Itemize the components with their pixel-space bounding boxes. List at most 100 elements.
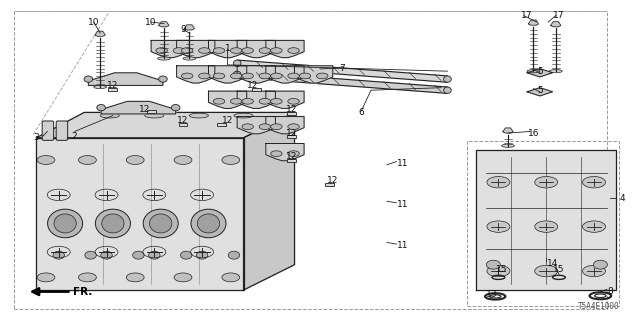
Bar xyxy=(252,88,260,91)
Text: 12: 12 xyxy=(285,129,297,138)
Ellipse shape xyxy=(85,251,97,259)
Text: 2: 2 xyxy=(72,132,77,141)
Circle shape xyxy=(582,221,605,232)
Polygon shape xyxy=(503,128,513,133)
Polygon shape xyxy=(476,150,616,290)
Text: 12: 12 xyxy=(285,152,297,161)
Circle shape xyxy=(259,124,271,130)
Ellipse shape xyxy=(97,105,106,111)
Circle shape xyxy=(582,265,605,277)
Text: T5A4E1000: T5A4E1000 xyxy=(578,302,620,311)
Circle shape xyxy=(126,273,144,282)
Polygon shape xyxy=(237,71,447,93)
Circle shape xyxy=(259,73,271,79)
Text: 1: 1 xyxy=(225,44,230,53)
Ellipse shape xyxy=(183,57,196,60)
Circle shape xyxy=(242,48,253,53)
Text: 8: 8 xyxy=(607,287,613,296)
Ellipse shape xyxy=(159,76,167,82)
Circle shape xyxy=(535,221,557,232)
Circle shape xyxy=(156,48,168,53)
Polygon shape xyxy=(237,40,275,58)
Circle shape xyxy=(300,73,311,79)
Text: 15: 15 xyxy=(496,265,508,274)
Ellipse shape xyxy=(180,251,192,259)
Circle shape xyxy=(288,99,300,104)
Circle shape xyxy=(487,177,510,188)
Text: 10: 10 xyxy=(145,18,157,27)
Ellipse shape xyxy=(196,251,208,259)
Circle shape xyxy=(79,156,97,164)
Text: 15: 15 xyxy=(553,265,564,274)
Circle shape xyxy=(271,151,282,156)
Ellipse shape xyxy=(157,57,170,60)
Text: 12: 12 xyxy=(108,81,118,90)
Circle shape xyxy=(198,73,210,79)
Circle shape xyxy=(317,73,328,79)
Ellipse shape xyxy=(549,69,562,73)
Polygon shape xyxy=(209,40,246,58)
Polygon shape xyxy=(95,31,105,36)
Polygon shape xyxy=(529,20,539,25)
Ellipse shape xyxy=(53,251,65,259)
Circle shape xyxy=(271,48,282,53)
Text: 13: 13 xyxy=(486,290,498,299)
Ellipse shape xyxy=(84,76,93,82)
Ellipse shape xyxy=(228,251,240,259)
Circle shape xyxy=(288,48,300,53)
Circle shape xyxy=(126,156,144,164)
Circle shape xyxy=(242,73,253,79)
Text: 6: 6 xyxy=(358,108,364,117)
Ellipse shape xyxy=(148,251,160,259)
Ellipse shape xyxy=(234,113,253,118)
Bar xyxy=(287,135,296,139)
Circle shape xyxy=(222,156,240,164)
Polygon shape xyxy=(527,88,552,96)
Circle shape xyxy=(487,221,510,232)
Ellipse shape xyxy=(100,113,119,118)
Text: 4: 4 xyxy=(620,194,625,203)
Text: 9: 9 xyxy=(180,25,186,35)
Text: 12: 12 xyxy=(327,176,339,185)
Text: 16: 16 xyxy=(528,129,540,138)
Text: 14: 14 xyxy=(547,259,558,268)
Circle shape xyxy=(582,177,605,188)
Text: 11: 11 xyxy=(397,159,408,168)
Circle shape xyxy=(288,124,300,130)
Polygon shape xyxy=(209,91,246,108)
Polygon shape xyxy=(36,112,294,138)
Polygon shape xyxy=(237,66,275,83)
Circle shape xyxy=(222,273,240,282)
Polygon shape xyxy=(266,66,304,83)
Circle shape xyxy=(181,73,193,79)
Bar xyxy=(287,112,296,115)
Text: 12: 12 xyxy=(139,105,150,114)
Ellipse shape xyxy=(234,60,241,67)
Polygon shape xyxy=(36,138,244,290)
Circle shape xyxy=(230,73,242,79)
Bar xyxy=(217,123,226,126)
Bar xyxy=(325,183,334,186)
Text: 17: 17 xyxy=(522,11,533,20)
Ellipse shape xyxy=(593,260,607,269)
Ellipse shape xyxy=(100,251,112,259)
Text: 5: 5 xyxy=(537,86,543,95)
Text: 12: 12 xyxy=(222,116,234,125)
Circle shape xyxy=(198,48,210,53)
Ellipse shape xyxy=(94,85,106,89)
Polygon shape xyxy=(177,40,215,58)
Bar xyxy=(108,88,117,91)
Bar xyxy=(179,123,188,126)
Bar xyxy=(467,141,620,306)
Circle shape xyxy=(271,124,282,130)
Circle shape xyxy=(230,48,242,53)
Text: 5: 5 xyxy=(537,67,543,76)
Polygon shape xyxy=(237,60,447,82)
Circle shape xyxy=(79,273,97,282)
Text: FR.: FR. xyxy=(74,287,93,297)
Ellipse shape xyxy=(102,214,124,233)
Polygon shape xyxy=(266,91,304,108)
Circle shape xyxy=(259,99,271,104)
Circle shape xyxy=(288,73,300,79)
Ellipse shape xyxy=(54,214,76,233)
